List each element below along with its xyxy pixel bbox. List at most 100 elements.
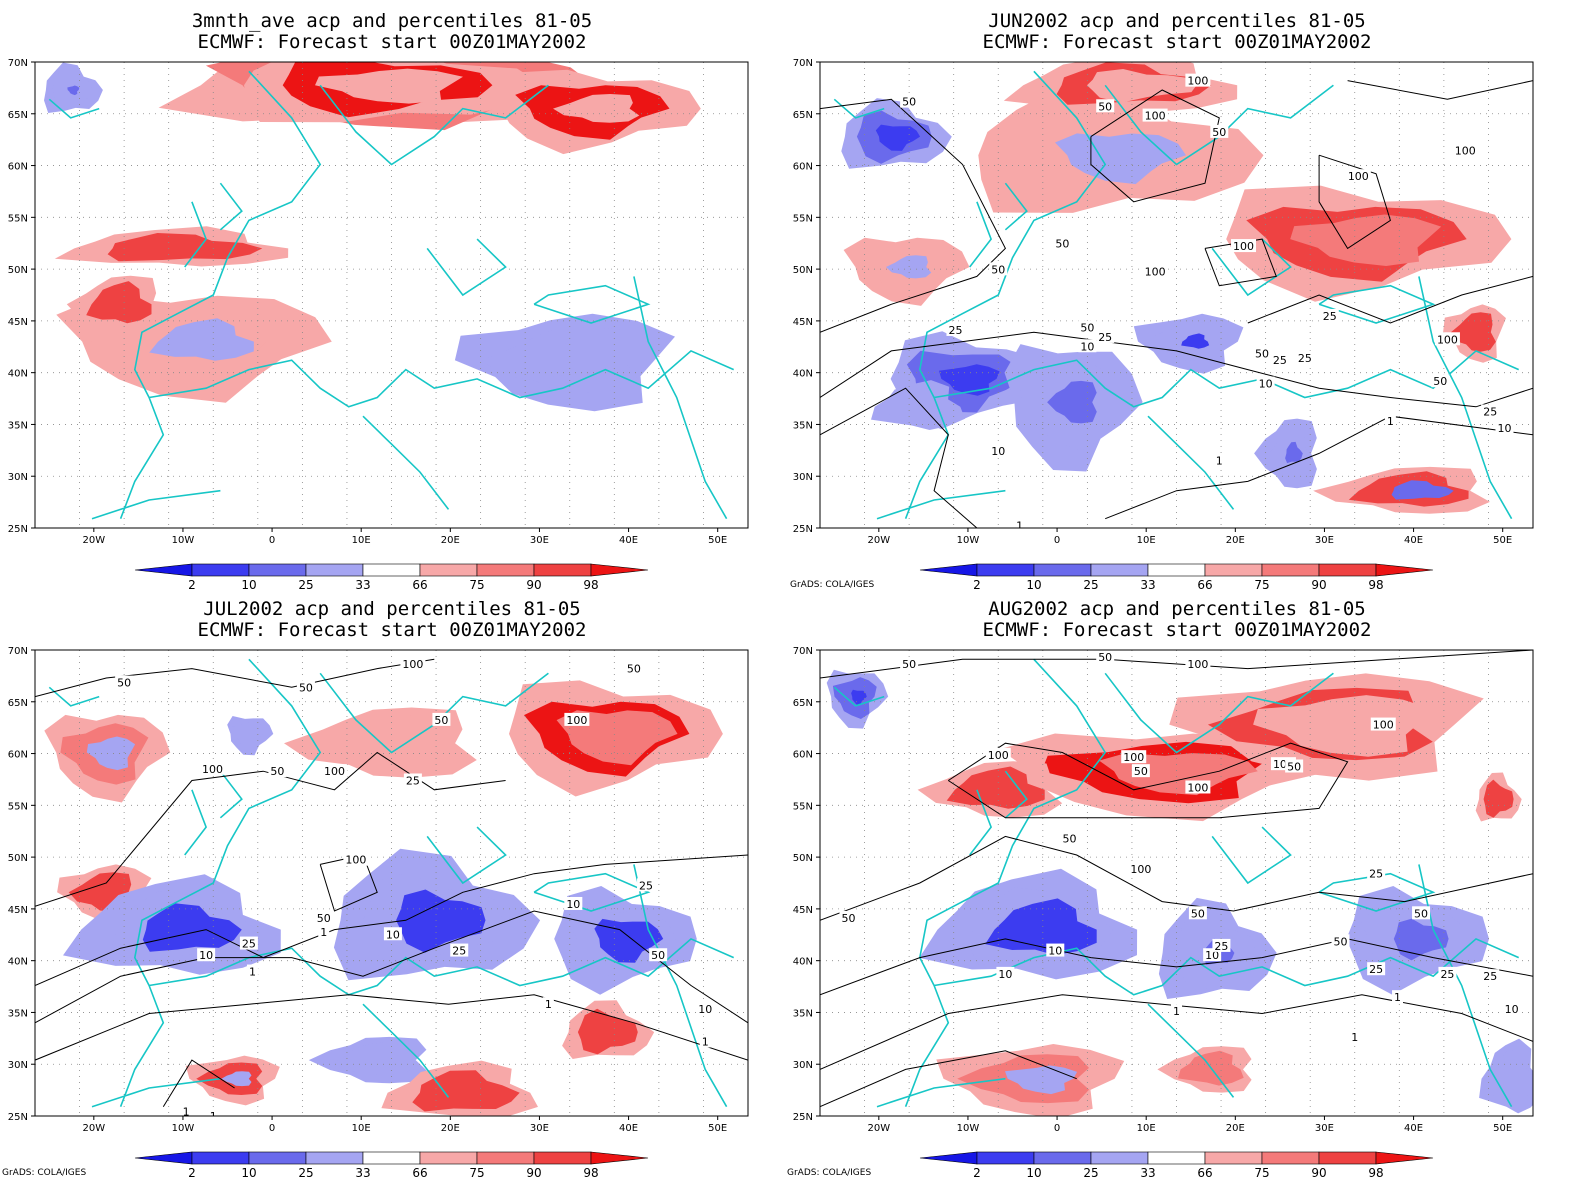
contour-label: 50 [434,714,448,727]
contour-label: 100 [345,854,366,867]
coastline [362,1003,450,1098]
contour-label: 50 [1255,347,1269,360]
colorbar-swatch [1318,1151,1377,1165]
contour-label: 25 [1273,354,1287,367]
contour-label: 50 [1333,935,1347,948]
coastline [1318,284,1436,324]
percentile-shading [851,689,867,705]
coastline [633,276,728,520]
panel-subtitle: ECMWF: Forecast start 00Z01MAY2002 [198,31,587,53]
lon-tick-label: 50E [1493,1123,1512,1134]
contour-label: 50 [842,912,856,925]
lon-tick-label: 50E [1493,535,1512,546]
contour-label: 100 [566,714,587,727]
percentile-shading [946,766,1045,809]
contour-label: 25 [1369,963,1383,976]
contour-label: 10 [998,968,1012,981]
lat-tick-label: 35N [793,420,813,431]
lat-tick-label: 70N [8,58,28,69]
percentile-shading [86,736,136,771]
coastline [933,349,1520,408]
contour-label: 50 [1055,238,1069,251]
map-area: 50 50 100 50 100 100 50 100 25 100 50 50 25 10 25 1 10 25… [35,650,748,1116]
colorbar-label: 2 [973,578,981,592]
panel-title: JUL2002 acp and percentiles 81-05 [203,598,581,620]
percentile-shading [1099,753,1258,796]
lat-tick-label: 55N [8,213,28,224]
percentile-shading [1285,441,1303,464]
colorbar-label: 25 [298,1166,313,1180]
colorbar-label: 2 [188,578,196,592]
coastline [876,489,1006,520]
contour-label: 10 [1259,378,1273,391]
colorbar-label: 2 [188,1166,196,1180]
coastline [362,415,450,510]
colorbar-label: 10 [1026,578,1041,592]
coastline [833,686,885,707]
lat-tick-label: 70N [793,646,813,657]
colorbar-label: 25 [1083,578,1098,592]
lat-tick-label: 50N [8,853,28,864]
percentile-shading [142,903,242,952]
coastline [1004,770,1028,819]
contour-label: 1 [1216,454,1223,467]
contour-label: 50 [627,663,641,676]
colorbar-swatch [362,563,421,577]
contour-label: 25 [1369,868,1383,881]
colorbar-label: 33 [355,578,370,592]
coastline [1318,872,1436,912]
lat-tick-label: 45N [793,317,813,328]
coastline [148,349,735,408]
coastline [426,238,507,297]
colorbar-swatch [1090,563,1149,577]
contour-label: 50 [1098,100,1112,113]
colorbar-label: 10 [1026,1166,1041,1180]
lon-tick-label: 0 [1054,535,1060,546]
contour-label: 50 [1414,907,1428,920]
colorbar-swatch [1261,1151,1320,1165]
contour-label: 10 [199,949,213,962]
contour-line [820,835,1533,921]
colorbar-swatch [419,563,478,577]
colorbar-label: 25 [1083,1166,1098,1180]
percentile-shading [594,918,664,963]
colorbar-swatch [1204,563,1263,577]
lat-tick-label: 45N [8,905,28,916]
contour-label: 100 [1455,145,1476,158]
lon-tick-label: 10E [352,1123,371,1134]
coastline [904,985,950,1107]
contour-label: 50 [1212,126,1226,139]
contour-label: 25 [452,945,466,958]
contour-label: 25 [1483,406,1497,419]
percentile-shading [221,1071,252,1087]
lon-tick-label: 0 [269,1123,275,1134]
contour-line [820,650,1533,679]
contour-line [162,1059,235,1107]
lon-tick-label: 40E [619,1123,638,1134]
coastline [1147,415,1235,510]
colorbar-swatch [533,563,592,577]
contour-label: 1 [1173,1005,1180,1018]
colorbar-label: 75 [1254,1166,1269,1180]
lon-tick-label: 50E [708,1123,727,1134]
coastline [1211,238,1292,297]
panel-subtitle: ECMWF: Forecast start 00Z01MAY2002 [983,31,1372,53]
contour-label: 10 [1205,949,1219,962]
colorbar-label: 98 [1368,578,1383,592]
lat-tick-label: 55N [793,801,813,812]
percentile-shading [1391,480,1454,500]
contour-label: 1 [1394,991,1401,1004]
percentile-shading [107,233,263,262]
coastline [918,70,1107,398]
lat-tick-label: 40N [8,369,28,380]
contour-line [948,742,1349,819]
colorbar-swatch [1204,1151,1263,1165]
contour-label: 50 [1063,833,1077,846]
contour-label: 25 [242,938,256,951]
lon-tick-label: 0 [269,535,275,546]
lon-tick-label: 50E [708,535,727,546]
contour-line [1090,89,1220,203]
contour-label: 50 [317,912,331,925]
coastline [1418,276,1513,520]
